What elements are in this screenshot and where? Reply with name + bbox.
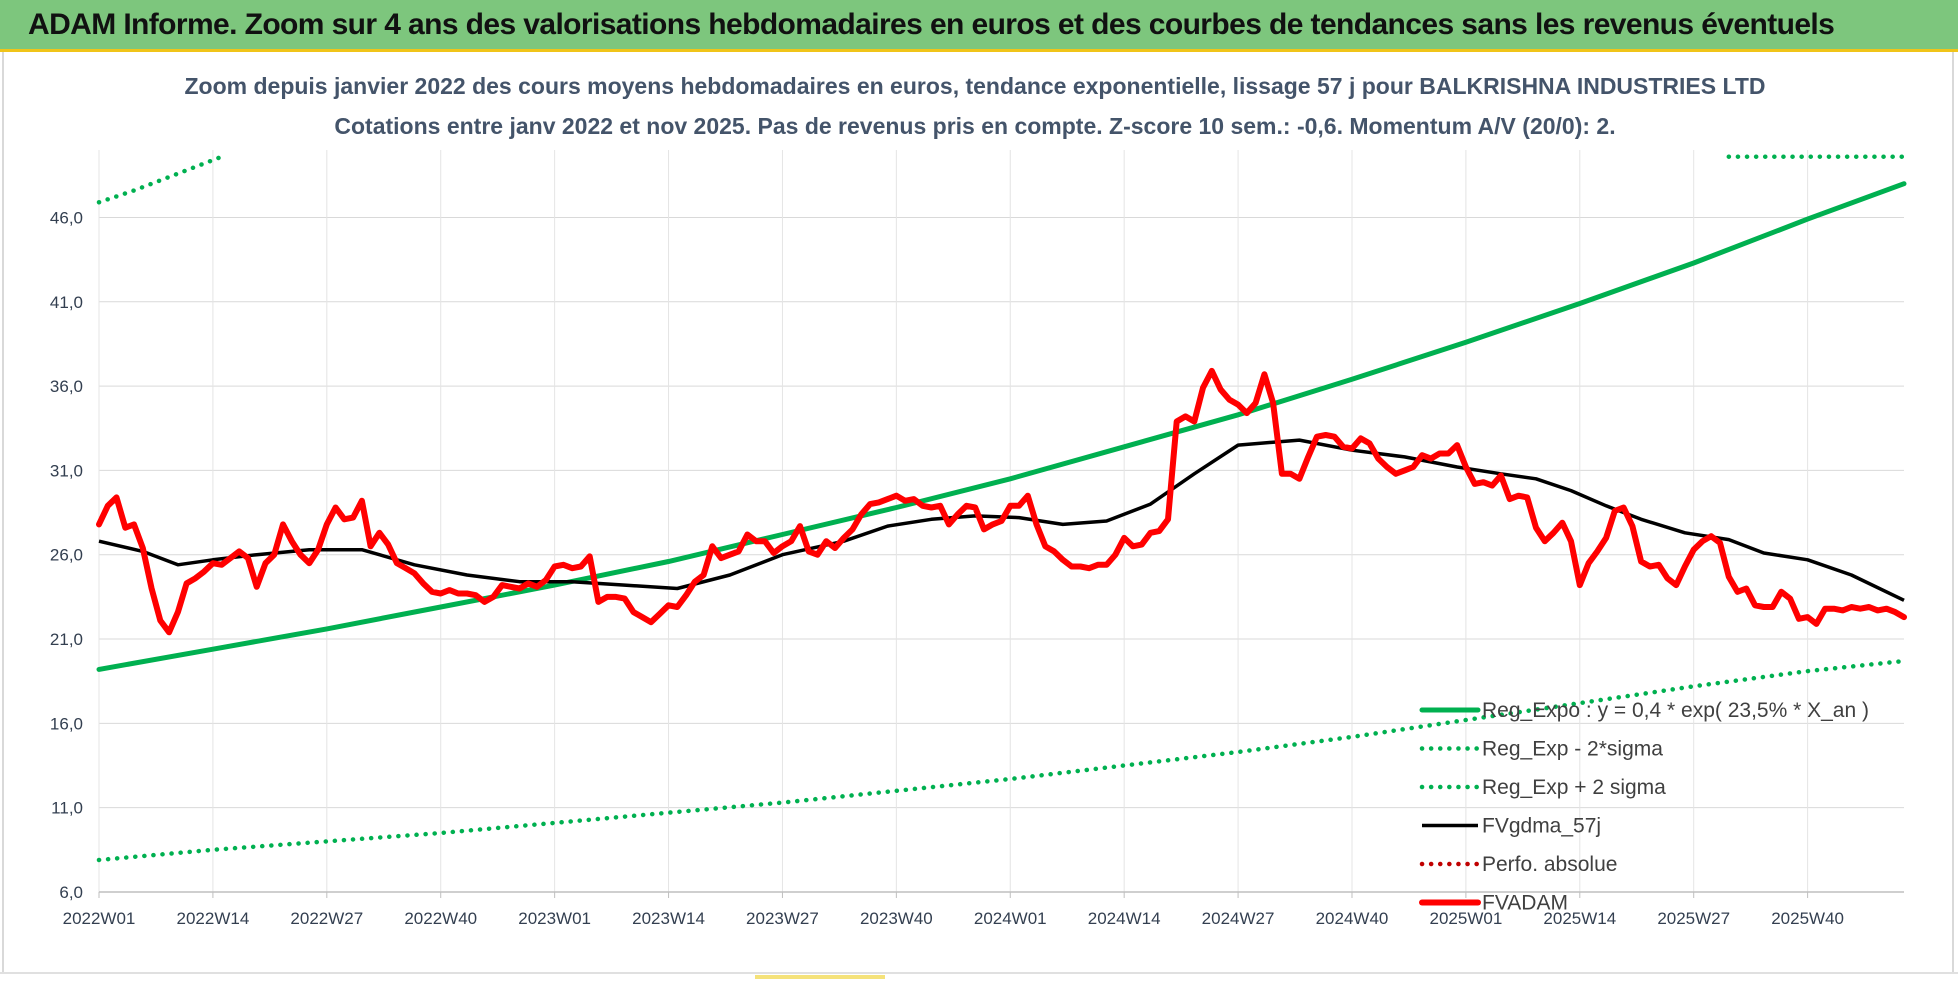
legend-label: Reg_Exp + 2 sigma bbox=[1482, 776, 1666, 799]
chart-subtitle: Cotations entre janv 2022 et nov 2025. P… bbox=[334, 113, 1615, 139]
x-tick-label: 2025W40 bbox=[1771, 909, 1844, 928]
x-tick-label: 2023W27 bbox=[746, 909, 819, 928]
x-tick-label: 2023W01 bbox=[518, 909, 591, 928]
x-tick-label: 2024W01 bbox=[974, 909, 1047, 928]
chart-title: Zoom depuis janvier 2022 des cours moyen… bbox=[184, 73, 1765, 99]
y-tick-label: 21,0 bbox=[50, 630, 83, 649]
title-banner: ADAM Informe. Zoom sur 4 ans des valoris… bbox=[0, 0, 1958, 52]
banner-title: ADAM Informe. Zoom sur 4 ans des valoris… bbox=[28, 8, 1835, 41]
legend-label: FVgdma_57j bbox=[1482, 815, 1601, 838]
chart: Zoom depuis janvier 2022 des cours moyen… bbox=[50, 73, 1907, 928]
bottom-strip bbox=[0, 972, 1958, 984]
series-0-line bbox=[96, 181, 1907, 672]
y-tick-label: 46,0 bbox=[50, 208, 83, 227]
legend-label: Reg_Expo : y = 0,4 * exp( 23,5% * X_an ) bbox=[1482, 699, 1869, 722]
y-tick-label: 41,0 bbox=[50, 293, 83, 312]
x-tick-label: 2022W27 bbox=[290, 909, 363, 928]
x-tick-label: 2023W14 bbox=[632, 909, 705, 928]
x-tick-label: 2024W40 bbox=[1316, 909, 1389, 928]
series-1-line bbox=[96, 658, 1907, 863]
series-2-line bbox=[96, 154, 224, 205]
grid bbox=[98, 150, 1904, 893]
legend: Reg_Expo : y = 0,4 * exp( 23,5% * X_an )… bbox=[1419, 699, 1869, 915]
y-tick-label: 11,0 bbox=[51, 799, 83, 818]
x-tick-label: 2025W14 bbox=[1543, 909, 1616, 928]
x-tick-label: 2023W40 bbox=[860, 909, 933, 928]
bottom-accent bbox=[755, 975, 885, 979]
x-tick-label: 2022W01 bbox=[63, 909, 136, 928]
x-tick-label: 2024W14 bbox=[1088, 909, 1161, 928]
y-tick-label: 31,0 bbox=[50, 461, 83, 480]
chart-frame bbox=[2, 52, 1954, 972]
series-5-line bbox=[96, 367, 1907, 636]
x-tick-label: 2025W01 bbox=[1430, 909, 1503, 928]
series-layer bbox=[96, 154, 1907, 863]
legend-label: FVADAM bbox=[1482, 892, 1568, 915]
x-tick-label: 2025W27 bbox=[1657, 909, 1730, 928]
x-tick-label: 2022W40 bbox=[404, 909, 477, 928]
legend-label: Reg_Exp - 2*sigma bbox=[1482, 738, 1663, 761]
x-tick-label: 2024W27 bbox=[1202, 909, 1275, 928]
axes: 6,0 11,0 16,0 21,0 26,0 31,0 36,0 41,0 46,0 2022W… bbox=[50, 208, 1904, 928]
x-tick-label: 2022W14 bbox=[177, 909, 250, 928]
y-tick-label: 36,0 bbox=[50, 377, 83, 396]
y-tick-label: 6,0 bbox=[59, 883, 83, 902]
y-tick-label: 16,0 bbox=[50, 714, 83, 733]
legend-label: Perfo. absolue bbox=[1482, 853, 1617, 876]
y-tick-label: 26,0 bbox=[50, 546, 83, 565]
